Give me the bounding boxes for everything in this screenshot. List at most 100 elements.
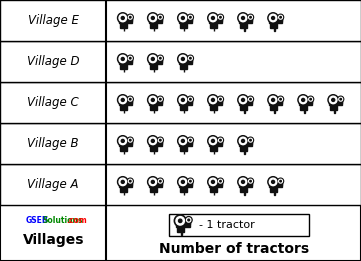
Circle shape <box>242 98 244 102</box>
Polygon shape <box>247 182 252 185</box>
Circle shape <box>217 178 223 184</box>
Circle shape <box>119 137 126 145</box>
Polygon shape <box>120 23 126 28</box>
Polygon shape <box>209 182 222 187</box>
Circle shape <box>340 98 342 100</box>
Circle shape <box>181 180 184 183</box>
Circle shape <box>208 95 218 105</box>
Circle shape <box>119 14 126 22</box>
Circle shape <box>130 98 131 100</box>
Circle shape <box>279 15 282 19</box>
Circle shape <box>118 54 128 64</box>
Circle shape <box>220 98 221 100</box>
Circle shape <box>160 180 161 182</box>
Polygon shape <box>149 18 162 23</box>
Polygon shape <box>239 18 252 23</box>
Circle shape <box>269 96 277 104</box>
Circle shape <box>188 56 192 60</box>
Polygon shape <box>247 18 252 21</box>
Polygon shape <box>180 187 187 192</box>
Circle shape <box>280 180 281 182</box>
Polygon shape <box>210 105 217 110</box>
Polygon shape <box>157 100 162 103</box>
Bar <box>0 82 361 123</box>
Circle shape <box>250 16 251 18</box>
Circle shape <box>148 13 158 23</box>
Polygon shape <box>299 100 312 105</box>
Text: Solutions: Solutions <box>42 216 83 225</box>
Circle shape <box>157 96 163 102</box>
Polygon shape <box>330 105 337 110</box>
Circle shape <box>160 98 161 100</box>
Circle shape <box>302 98 305 102</box>
Circle shape <box>188 138 192 142</box>
Circle shape <box>127 178 133 184</box>
Polygon shape <box>126 182 132 185</box>
Polygon shape <box>247 141 252 144</box>
Circle shape <box>127 137 133 143</box>
Text: Village A: Village A <box>27 178 79 191</box>
Circle shape <box>160 16 161 18</box>
Circle shape <box>310 98 312 100</box>
Circle shape <box>151 139 155 143</box>
Text: Villages: Villages <box>22 233 84 247</box>
Polygon shape <box>119 182 132 187</box>
Circle shape <box>220 16 221 18</box>
Bar <box>0 123 361 164</box>
Bar <box>169 213 309 235</box>
Circle shape <box>217 137 223 143</box>
Circle shape <box>158 15 162 19</box>
Circle shape <box>190 180 191 182</box>
Polygon shape <box>150 187 157 192</box>
Polygon shape <box>277 182 282 185</box>
Bar <box>0 205 361 261</box>
Circle shape <box>178 136 188 146</box>
Circle shape <box>250 180 251 182</box>
Circle shape <box>129 97 132 101</box>
Circle shape <box>249 138 252 142</box>
Circle shape <box>188 97 192 101</box>
Circle shape <box>218 15 222 19</box>
Circle shape <box>239 14 247 22</box>
Polygon shape <box>187 100 192 103</box>
Text: Village E: Village E <box>28 14 79 27</box>
Polygon shape <box>187 141 192 144</box>
Circle shape <box>242 180 244 183</box>
Circle shape <box>218 97 222 101</box>
Circle shape <box>121 16 124 20</box>
Circle shape <box>299 96 307 104</box>
Text: Number of tractors: Number of tractors <box>159 242 309 256</box>
Circle shape <box>127 14 133 20</box>
Circle shape <box>149 137 157 145</box>
Polygon shape <box>210 146 217 151</box>
Polygon shape <box>240 105 247 110</box>
Circle shape <box>118 136 128 146</box>
Polygon shape <box>217 100 222 103</box>
Circle shape <box>212 139 214 143</box>
Circle shape <box>242 16 244 20</box>
Circle shape <box>149 55 157 63</box>
Circle shape <box>149 96 157 104</box>
Circle shape <box>187 137 193 143</box>
Circle shape <box>209 14 217 22</box>
Circle shape <box>220 139 221 141</box>
Circle shape <box>249 179 252 183</box>
Circle shape <box>181 139 184 143</box>
Polygon shape <box>217 182 222 185</box>
Circle shape <box>160 57 161 59</box>
Polygon shape <box>179 182 192 187</box>
Circle shape <box>239 137 247 145</box>
Polygon shape <box>209 141 222 146</box>
Circle shape <box>187 96 193 102</box>
Polygon shape <box>153 69 155 72</box>
Polygon shape <box>149 141 162 146</box>
Circle shape <box>148 95 158 105</box>
Polygon shape <box>277 18 282 21</box>
Circle shape <box>217 14 223 20</box>
Polygon shape <box>149 59 162 64</box>
Polygon shape <box>180 64 187 69</box>
Circle shape <box>271 16 275 20</box>
Polygon shape <box>334 110 335 113</box>
Circle shape <box>188 15 192 19</box>
Polygon shape <box>150 105 157 110</box>
